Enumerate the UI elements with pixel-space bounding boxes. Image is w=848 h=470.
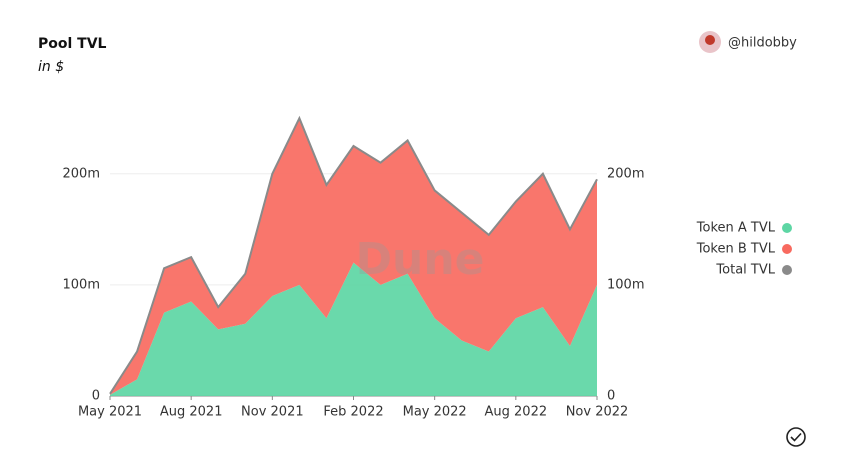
x-tick-label: Feb 2022 [323, 405, 383, 420]
x-tick-label: Nov 2022 [566, 405, 629, 420]
legend-label: Token A TVL [696, 221, 776, 236]
watermark: Dune [355, 234, 484, 285]
check-mark [790, 432, 802, 442]
y-tick-label: 0 [92, 389, 100, 404]
author: @hildobby [728, 36, 797, 51]
x-tick-label: Nov 2021 [241, 405, 304, 420]
chart-subtitle: in $ [38, 59, 64, 75]
legend-label: Token B TVL [696, 242, 776, 257]
x-tick-label: Aug 2021 [160, 405, 223, 420]
x-tick-label: May 2022 [403, 405, 467, 420]
plot-area: 0 100m 200m 0 100m 200m May 2021 Aug 2021 Nov 20… [63, 115, 644, 420]
y-tick-label: 100m [63, 277, 100, 292]
avatar-face [705, 35, 715, 45]
legend-label: Total TVL [715, 263, 775, 278]
y2-tick-label: 200m [607, 166, 644, 181]
legend-swatch [782, 265, 792, 275]
x-tick-label: May 2021 [78, 405, 142, 420]
y2-tick-label: 0 [607, 389, 615, 404]
legend-swatch [782, 223, 792, 233]
legend-swatch [782, 244, 792, 254]
check-icon[interactable] [786, 427, 806, 447]
y-tick-label: 200m [63, 166, 100, 181]
chart-title: Pool TVL [38, 36, 107, 52]
total-line [109, 115, 598, 395]
x-tick-label: Aug 2022 [485, 405, 548, 420]
area [110, 262, 597, 396]
area [110, 118, 597, 395]
y2-tick-label: 100m [607, 277, 644, 292]
